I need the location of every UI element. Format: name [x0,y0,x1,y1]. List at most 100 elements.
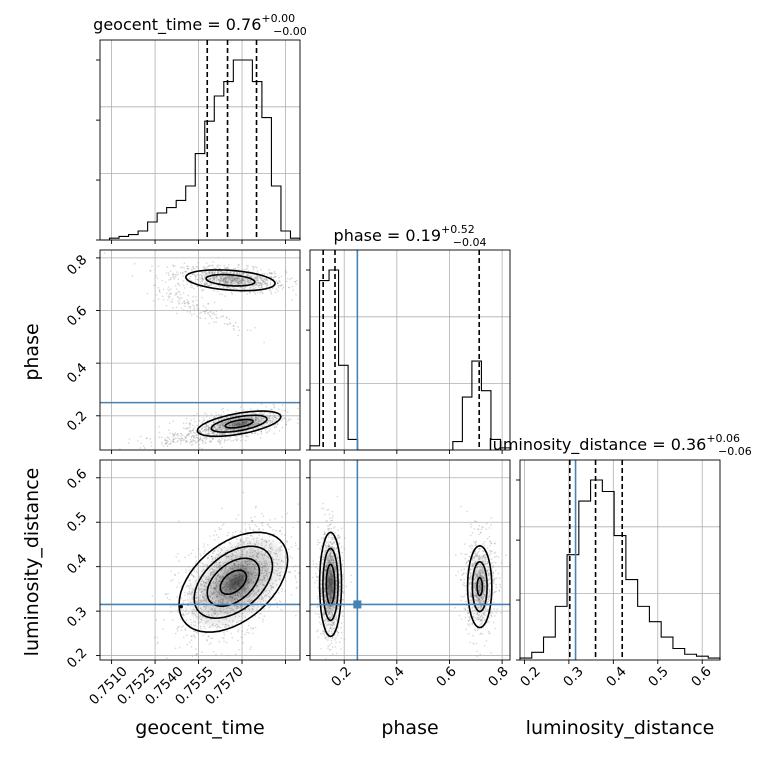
sample-point [192,575,195,578]
sample-point [277,290,279,292]
sample-point [163,618,165,621]
sample-point [202,278,205,281]
sample-point [266,431,269,433]
sample-point [189,618,192,621]
sample-point [202,442,204,445]
sample-point [234,438,236,441]
sample-point [232,327,235,330]
sample-point [203,283,206,285]
sample-point [213,434,216,436]
sample-point [256,291,259,294]
sample-point [183,300,186,303]
sample-point [270,272,273,275]
sample-point [189,424,191,426]
sample-point [264,281,266,284]
sample-point [189,583,192,585]
sample-point [203,283,206,286]
sample-point [213,271,216,274]
sample-point [338,562,341,565]
sample-point [190,639,193,642]
sample-point [245,435,247,438]
sample-point [195,435,197,437]
sample-point [187,265,189,268]
sample-point [233,272,236,274]
sample-point [213,284,215,286]
sample-point [285,424,288,426]
sample-point [226,272,229,274]
sample-point [233,287,235,289]
sample-point [187,267,189,270]
sample-point [175,306,178,309]
sample-point [241,273,244,275]
contour-line [224,418,254,429]
sample-point [204,310,206,313]
sample-point [316,575,319,578]
sample-point [207,433,209,436]
sample-point [232,415,234,418]
sample-point [229,287,231,290]
sample-point [204,317,207,320]
sample-point [168,279,171,281]
sample-point [217,264,219,266]
sample-point [207,272,210,275]
sample-point [193,436,195,438]
sample-point [161,279,163,282]
sample-point [218,438,221,441]
sample-point [245,537,247,539]
sample-point [193,414,195,417]
sample-point [249,287,251,289]
sample-point [260,612,262,615]
sample-point [190,436,193,439]
sample-point [260,430,263,433]
sample-point [243,288,246,290]
sample-point [316,630,318,633]
sample-point [340,546,343,548]
sample-point [280,284,283,287]
sample-point [206,557,209,560]
sample-point [194,278,197,281]
sample-point [190,444,193,446]
sample-point [187,612,190,614]
sample-point [265,277,268,280]
sample-point [320,537,323,539]
sample-point [184,610,187,613]
sample-point [186,592,189,595]
sample-point [192,620,195,623]
sample-point [199,565,202,568]
sample-point [146,292,149,295]
sample-point [319,541,321,544]
sample-point [228,264,230,266]
sample-point [225,267,228,269]
sample-point [284,590,287,593]
sample-point [266,282,269,285]
sample-point [238,649,240,651]
sample-point [335,616,338,619]
sample-point [192,443,194,446]
sample-point [176,271,178,273]
sample-point [246,293,248,295]
sample-point [149,270,152,272]
sample-point [255,274,258,277]
sample-point [274,423,277,426]
sample-point [165,304,168,307]
sample-point [181,434,184,437]
sample-point [174,647,177,650]
sample-point [197,632,199,635]
sample-point [335,617,338,620]
sample-point [273,596,275,599]
sample-point [319,547,322,550]
sample-point [235,410,237,413]
sample-point [197,439,199,442]
sample-point [215,316,218,319]
sample-point [250,520,253,522]
sample-point [324,531,326,533]
sample-point [317,526,320,529]
sample-point [204,271,206,273]
sample-point [211,637,214,640]
sample-point [194,630,197,633]
sample-point [173,433,176,436]
sample-point [201,278,204,281]
sample-point [178,438,181,440]
sample-point [183,302,186,305]
sample-point [211,432,214,435]
